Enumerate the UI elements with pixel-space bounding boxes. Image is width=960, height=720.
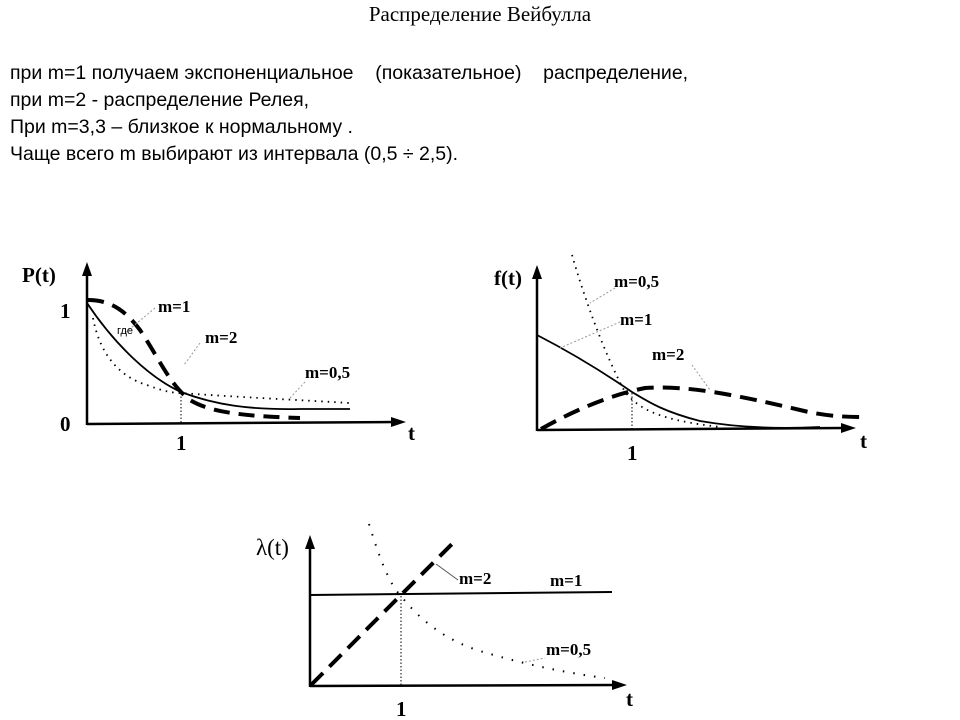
description-line: при m=1 получаем экспоненциальное (показ… [10,62,689,84]
curve-m2 [87,298,301,420]
curve-m05 [571,254,721,428]
leader-m2 [691,364,711,391]
lambda-chart: λ(t) 1 t m=2 m=1 m=0,5 [256,523,633,720]
leader-m2 [183,342,201,366]
f-chart: f(t) 1 t m=0,5 m=1 m=2 [494,254,867,465]
y-tick-0: 0 [60,412,71,436]
x-axis-label: t [408,421,415,445]
stray-label: где [117,325,133,337]
description-text: при m=1 получаем экспоненциальное (показ… [10,60,688,168]
leader-m05 [589,287,616,304]
y-axis-arrow-icon [532,265,542,279]
x-tick-1: 1 [176,431,187,455]
leader-m2 [435,563,459,581]
x-axis-label: t [860,429,867,453]
label-m1: m=1 [550,571,582,590]
curve-m1 [536,334,821,429]
curve-m2 [540,385,861,431]
label-m2: m=2 [652,345,684,364]
y-axis-label: λ(t) [256,535,289,560]
p-chart: P(t) 1 0 1 t m=1 m=2 m=0,5 где [22,262,415,455]
y-axis-arrow-icon [305,535,315,549]
label-m2: m=2 [205,328,237,347]
label-m1: m=1 [620,310,652,329]
x-axis-arrow-icon [612,680,627,690]
x-axis [86,420,396,426]
description-line: при m=2 - распределение Релея, [10,89,310,111]
leader-m1 [559,321,621,349]
curve-m1 [86,302,350,411]
curve-m2 [309,536,460,687]
x-axis-arrow-icon [841,423,856,433]
y-axis-label: f(t) [494,266,522,290]
x-tick-1: 1 [396,697,407,720]
x-axis [309,683,616,688]
curve-m05 [368,523,606,679]
x-axis-arrow-icon [391,417,406,427]
x-tick-1: 1 [627,441,638,465]
leader-m1 [124,307,156,334]
x-axis-label: t [626,687,633,711]
y-tick-1: 1 [60,299,71,323]
curve-m1 [309,591,613,596]
leader-m05 [289,381,306,399]
curve-m05 [92,317,351,404]
description-line: При m=3,3 – близкое к нормальному . [10,116,353,138]
label-m05: m=0,5 [546,640,591,659]
y-axis-label: P(t) [22,263,56,287]
label-m05: m=0,5 [305,363,350,382]
leader-m05 [524,657,546,663]
label-m2: m=2 [459,569,491,588]
page-title: Распределение Вейбулла [368,2,592,26]
y-axis-arrow-icon [82,262,92,276]
description-line: Чаще всего m выбирают из интервала (0,5 … [10,143,459,165]
label-m05: m=0,5 [614,272,659,291]
label-m1: m=1 [158,297,190,316]
